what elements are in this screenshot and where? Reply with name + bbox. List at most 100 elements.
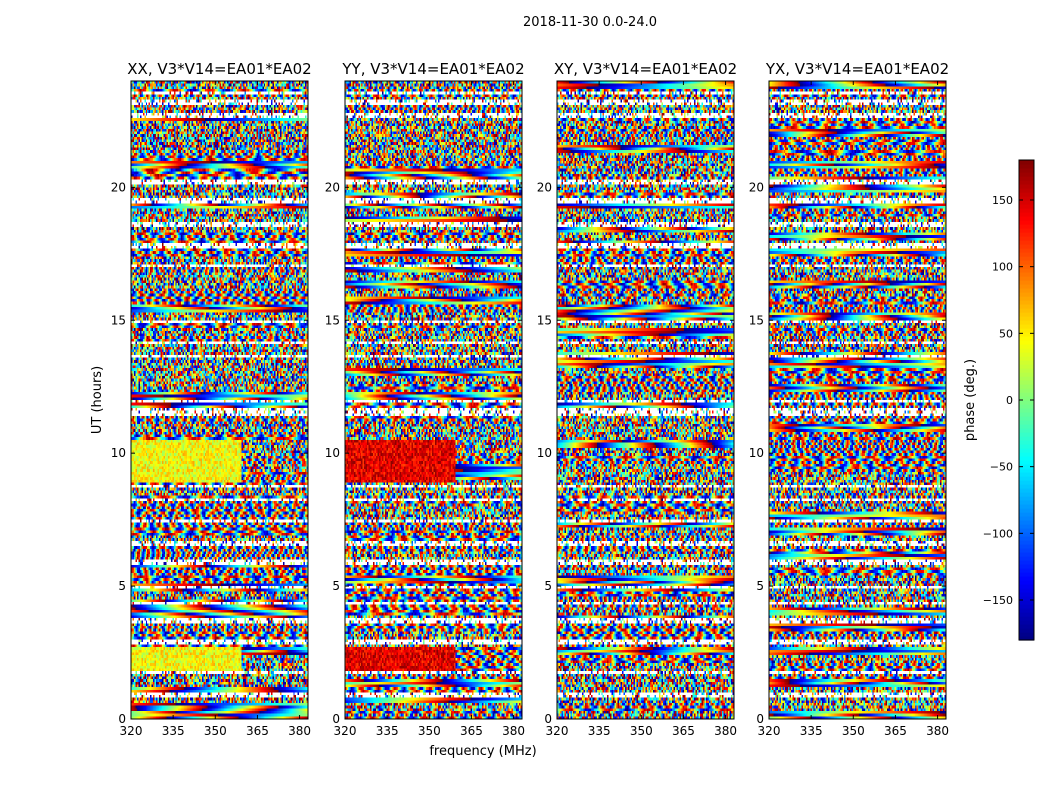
colorbar-segment bbox=[1019, 456, 1034, 461]
colorbar-segment bbox=[1019, 356, 1034, 361]
colorbar-segment bbox=[1019, 388, 1034, 393]
colorbar-segment bbox=[1019, 632, 1034, 637]
colorbar-segment bbox=[1019, 300, 1034, 305]
colorbar-segment bbox=[1019, 512, 1034, 517]
colorbar-segment bbox=[1019, 168, 1034, 173]
colorbar-segment bbox=[1019, 564, 1034, 569]
colorbar-segment bbox=[1019, 208, 1034, 213]
y-tick-label: 15 bbox=[111, 313, 126, 327]
colorbar-segment bbox=[1019, 392, 1034, 397]
colorbar-segment bbox=[1019, 252, 1034, 257]
colorbar-segment bbox=[1019, 316, 1034, 321]
colorbar-segment bbox=[1019, 596, 1034, 601]
y-tick-label: 20 bbox=[325, 180, 340, 194]
colorbar-segment bbox=[1019, 372, 1034, 377]
colorbar-segment bbox=[1019, 220, 1034, 225]
colorbar-segment bbox=[1019, 616, 1034, 621]
colorbar-segment bbox=[1019, 416, 1034, 421]
x-tick-label: 380 bbox=[714, 724, 737, 738]
colorbar-segment bbox=[1019, 348, 1034, 353]
colorbar-segment bbox=[1019, 624, 1034, 629]
colorbar-segment bbox=[1019, 628, 1034, 633]
x-tick-label: 335 bbox=[376, 724, 399, 738]
colorbar-segment bbox=[1019, 580, 1034, 585]
x-tick-label: 365 bbox=[884, 724, 907, 738]
colorbar-segment bbox=[1019, 508, 1034, 513]
colorbar-segment bbox=[1019, 444, 1034, 449]
colorbar-tick-label: −100 bbox=[983, 527, 1013, 540]
x-tick-label: 380 bbox=[502, 724, 525, 738]
colorbar-segment bbox=[1019, 544, 1034, 549]
colorbar-segment bbox=[1019, 460, 1034, 465]
colorbar-segment bbox=[1019, 464, 1034, 469]
colorbar-segment bbox=[1019, 588, 1034, 593]
colorbar-segment bbox=[1019, 232, 1034, 237]
y-tick-label: 15 bbox=[749, 313, 764, 327]
panel-xx: XX, V3*V14=EA01*EA02 320 335 350 365 380 0 5 10 1… bbox=[111, 60, 312, 738]
colorbar-segment bbox=[1019, 420, 1034, 425]
colorbar-segment bbox=[1019, 548, 1034, 553]
colorbar-segment bbox=[1019, 224, 1034, 229]
colorbar-segment bbox=[1019, 436, 1034, 441]
y-tick-label: 0 bbox=[544, 712, 552, 726]
colorbar-segment bbox=[1019, 476, 1034, 481]
y-tick-label: 10 bbox=[749, 446, 764, 460]
colorbar-segment bbox=[1019, 328, 1034, 333]
x-tick-label: 350 bbox=[418, 724, 441, 738]
colorbar-segment bbox=[1019, 568, 1034, 573]
x-tick-label: 365 bbox=[246, 724, 269, 738]
colorbar-segment bbox=[1019, 192, 1034, 197]
colorbar-segment bbox=[1019, 336, 1034, 341]
colorbar-segment bbox=[1019, 496, 1034, 501]
colorbar-segment bbox=[1019, 404, 1034, 409]
figure-suptitle: 2018-11-30 0.0-24.0 bbox=[523, 15, 657, 30]
colorbar-segment bbox=[1019, 488, 1034, 493]
colorbar-segment bbox=[1019, 364, 1034, 369]
colorbar-segment bbox=[1019, 560, 1034, 565]
colorbar-segment bbox=[1019, 264, 1034, 269]
y-tick-label: 0 bbox=[118, 712, 126, 726]
x-tick-label: 365 bbox=[460, 724, 483, 738]
colorbar-segment bbox=[1019, 292, 1034, 297]
colorbar-segment bbox=[1019, 504, 1034, 509]
colorbar-segment bbox=[1019, 160, 1034, 165]
colorbar-segment bbox=[1019, 244, 1034, 249]
panel-frame bbox=[768, 80, 947, 720]
panel-xy: XY, V3*V14=EA01*EA02 320 335 350 365 380 0 5 10 1… bbox=[537, 60, 737, 738]
y-tick-label: 0 bbox=[332, 712, 340, 726]
y-tick-label: 10 bbox=[111, 446, 126, 460]
panel-yy: YY, V3*V14=EA01*EA02 320 335 350 365 380 0 5 10 1… bbox=[325, 60, 525, 738]
colorbar-segment bbox=[1019, 472, 1034, 477]
colorbar-segment bbox=[1019, 432, 1034, 437]
x-tick-label: 350 bbox=[630, 724, 653, 738]
colorbar-segment bbox=[1019, 440, 1034, 445]
colorbar-segment bbox=[1019, 536, 1034, 541]
heatmap-xx bbox=[131, 81, 308, 719]
colorbar-tick-label: 100 bbox=[992, 261, 1013, 274]
colorbar-segment bbox=[1019, 428, 1034, 433]
colorbar-segment bbox=[1019, 532, 1034, 537]
colorbar-segment bbox=[1019, 636, 1034, 641]
panel-title: XX, V3*V14=EA01*EA02 bbox=[127, 60, 311, 78]
colorbar-segment bbox=[1019, 484, 1034, 489]
colorbar-segment bbox=[1019, 312, 1034, 317]
colorbar-segment bbox=[1019, 164, 1034, 169]
panel-yx: YX, V3*V14=EA01*EA02 320 335 350 365 380 0 5 10 1… bbox=[749, 60, 949, 738]
x-tick-label: 335 bbox=[588, 724, 611, 738]
x-tick-label: 365 bbox=[672, 724, 695, 738]
colorbar-segment bbox=[1019, 332, 1034, 337]
colorbar-segment bbox=[1019, 396, 1034, 401]
colorbar-segment bbox=[1019, 368, 1034, 373]
colorbar-segment bbox=[1019, 344, 1034, 349]
colorbar-segment bbox=[1019, 308, 1034, 313]
colorbar-segment bbox=[1019, 524, 1034, 529]
colorbar-tick-label: 0 bbox=[1006, 394, 1013, 407]
colorbar-segment bbox=[1019, 284, 1034, 289]
colorbar-segment bbox=[1019, 240, 1034, 245]
colorbar-segment bbox=[1019, 516, 1034, 521]
colorbar-segment bbox=[1019, 448, 1034, 453]
colorbar-segment bbox=[1019, 340, 1034, 345]
y-tick-label: 0 bbox=[756, 712, 764, 726]
colorbar-segment bbox=[1019, 228, 1034, 233]
